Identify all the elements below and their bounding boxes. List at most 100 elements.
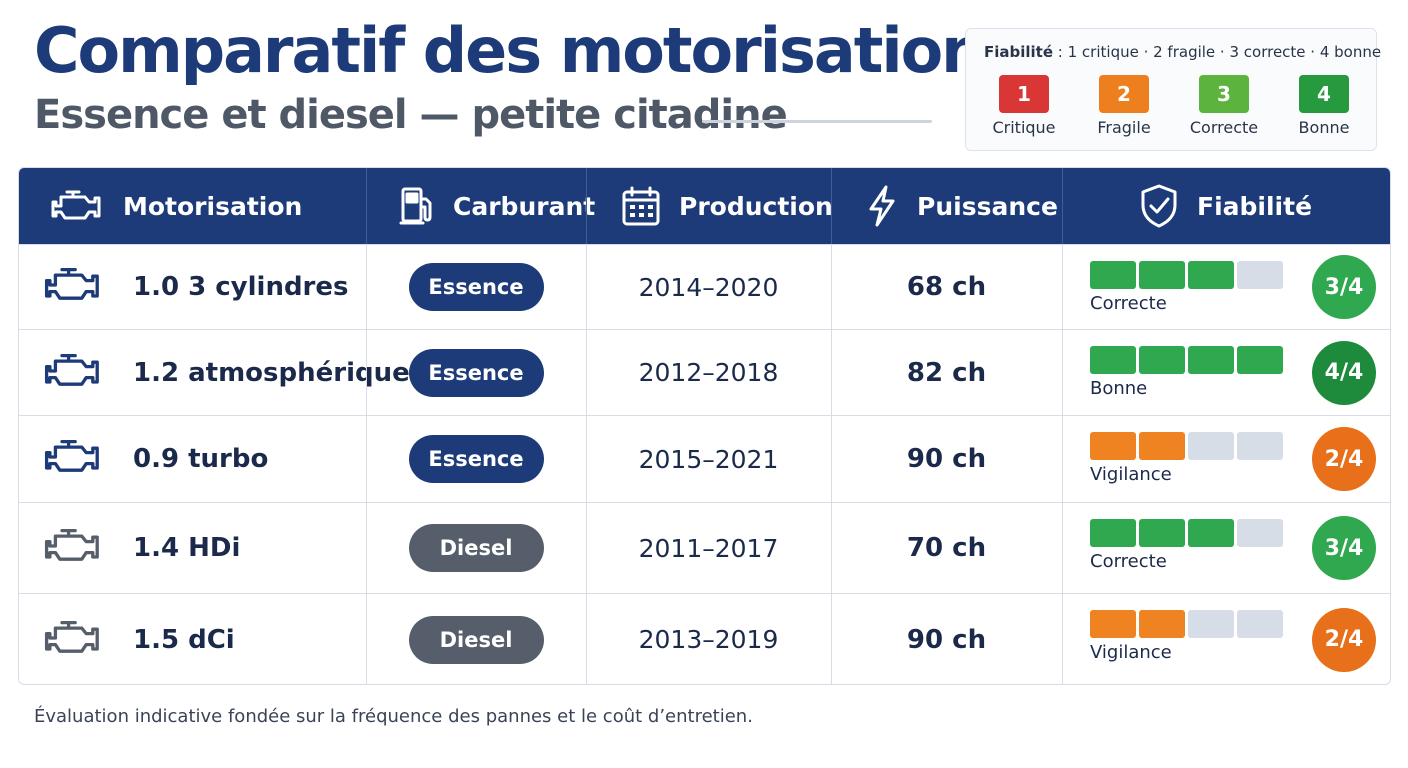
column-divider bbox=[1062, 244, 1063, 684]
reliability-bar-segment bbox=[1090, 519, 1136, 547]
table-header: Motorisation Carburant Production bbox=[19, 168, 1390, 244]
table-row: 1.0 3 cylindres Essence 2014–2020 68 ch Corr… bbox=[19, 244, 1390, 329]
header-engine-label: Motorisation bbox=[123, 191, 303, 221]
lightning-icon bbox=[869, 185, 895, 227]
production-cell: 2014–2020 bbox=[586, 245, 831, 329]
header-divider bbox=[831, 168, 832, 244]
legend-item: 1 Critique bbox=[976, 75, 1072, 137]
calendar-icon bbox=[622, 186, 660, 226]
engine-cell: 1.5 dCi bbox=[41, 594, 366, 684]
reliability-bar-segment bbox=[1188, 610, 1234, 638]
reliability-score-badge: 3/4 bbox=[1312, 255, 1376, 319]
engine-name: 1.5 dCi bbox=[133, 624, 235, 655]
power-value: 90 ch bbox=[906, 444, 987, 474]
header-reliability-label: Fiabilité bbox=[1197, 191, 1313, 221]
reliability-score-badge: 3/4 bbox=[1312, 516, 1376, 580]
power-value: 70 ch bbox=[906, 533, 987, 563]
engine-icon bbox=[41, 349, 105, 397]
column-divider bbox=[586, 244, 587, 684]
power-cell: 90 ch bbox=[831, 416, 1062, 502]
header-reliability: Fiabilité bbox=[1139, 168, 1379, 244]
reliability-cell: Correcte 3/4 bbox=[1062, 503, 1390, 593]
fuel-cell: Diesel bbox=[366, 594, 586, 684]
engine-name: 0.9 turbo bbox=[133, 444, 269, 474]
reliability-label: Vigilance bbox=[1090, 642, 1172, 663]
legend-title-bold: Fiabilité bbox=[984, 43, 1054, 61]
power-value: 68 ch bbox=[906, 272, 987, 302]
production-years: 2015–2021 bbox=[638, 444, 779, 474]
fuel-cell: Essence bbox=[366, 245, 586, 329]
engine-icon bbox=[41, 616, 105, 664]
power-value: 90 ch bbox=[906, 624, 987, 655]
power-cell: 90 ch bbox=[831, 594, 1062, 684]
reliability-bar-segment bbox=[1188, 519, 1234, 547]
reliability-bar bbox=[1090, 610, 1286, 638]
engine-cell: 1.0 3 cylindres bbox=[41, 245, 366, 329]
legend-title: Fiabilité : 1 critique · 2 fragile · 3 c… bbox=[984, 43, 1381, 61]
engine-icon bbox=[41, 263, 105, 311]
reliability-bar-segment bbox=[1139, 432, 1185, 460]
reliability-bar-segment bbox=[1139, 519, 1185, 547]
reliability-bar-segment bbox=[1188, 346, 1234, 374]
engine-icon bbox=[41, 435, 105, 483]
production-cell: 2012–2018 bbox=[586, 330, 831, 415]
engine-cell: 0.9 turbo bbox=[41, 416, 366, 502]
legend-label: Bonne bbox=[1298, 118, 1350, 137]
reliability-bar-segment bbox=[1237, 432, 1283, 460]
production-cell: 2015–2021 bbox=[586, 416, 831, 502]
fuel-badge: Essence bbox=[408, 263, 544, 311]
legend-label: Correcte bbox=[1189, 118, 1259, 137]
power-cell: 70 ch bbox=[831, 503, 1062, 593]
legend-chip: 2 bbox=[1099, 75, 1149, 113]
page-subtitle: Essence et diesel — petite citadine bbox=[34, 92, 788, 138]
engine-cell: 1.2 atmosphérique bbox=[41, 330, 410, 415]
fuel-cell: Essence bbox=[366, 416, 586, 502]
header-fuel: Carburant bbox=[399, 168, 599, 244]
footnote: Évaluation indicative fondée sur la fréq… bbox=[34, 706, 753, 727]
legend-item: 3 Correcte bbox=[1176, 75, 1272, 137]
reliability-label: Correcte bbox=[1090, 551, 1167, 572]
fuel-pump-icon bbox=[399, 187, 432, 225]
reliability-cell: Vigilance 2/4 bbox=[1062, 594, 1390, 684]
fuel-badge: Diesel bbox=[408, 615, 544, 664]
legend-chip: 1 bbox=[999, 75, 1049, 113]
reliability-bar bbox=[1090, 261, 1286, 289]
reliability-bar-segment bbox=[1090, 610, 1136, 638]
header-power: Puissance bbox=[865, 168, 1075, 244]
table-row: 0.9 turbo Essence 2015–2021 90 ch Vigilance 2… bbox=[19, 415, 1390, 502]
reliability-cell: Vigilance 2/4 bbox=[1062, 416, 1390, 502]
engine-name: 1.2 atmosphérique bbox=[133, 357, 410, 388]
column-divider bbox=[366, 244, 367, 684]
production-years: 2012–2018 bbox=[638, 358, 779, 387]
engine-name: 1.0 3 cylindres bbox=[133, 272, 349, 302]
legend-chip: 4 bbox=[1299, 75, 1349, 113]
production-years: 2013–2019 bbox=[638, 625, 779, 654]
reliability-bar-segment bbox=[1188, 261, 1234, 289]
reliability-bar bbox=[1090, 432, 1286, 460]
header-fuel-label: Carburant bbox=[453, 191, 596, 221]
reliability-bar-segment bbox=[1139, 610, 1185, 638]
legend-label: Critique bbox=[992, 118, 1056, 137]
reliability-score-badge: 4/4 bbox=[1312, 340, 1376, 405]
reliability-label: Vigilance bbox=[1090, 464, 1172, 485]
reliability-bar-segment bbox=[1090, 432, 1136, 460]
power-value: 82 ch bbox=[906, 357, 987, 388]
header-production: Production bbox=[621, 168, 841, 244]
reliability-legend: Fiabilité : 1 critique · 2 fragile · 3 c… bbox=[965, 28, 1381, 151]
reliability-cell: Correcte 3/4 bbox=[1062, 245, 1390, 329]
reliability-bar-segment bbox=[1139, 261, 1185, 289]
header-production-label: Production bbox=[679, 191, 833, 221]
reliability-cell: Bonne 4/4 bbox=[1062, 330, 1390, 415]
engine-icon bbox=[51, 190, 101, 220]
reliability-bar-segment bbox=[1237, 519, 1283, 547]
engine-name: 1.4 HDi bbox=[133, 533, 241, 563]
header-power-label: Puissance bbox=[917, 191, 1058, 221]
fuel-cell: Essence bbox=[366, 330, 586, 415]
engine-icon bbox=[41, 524, 105, 572]
reliability-label: Correcte bbox=[1090, 293, 1167, 314]
header-divider bbox=[586, 168, 587, 244]
reliability-bar-segment bbox=[1237, 610, 1283, 638]
legend-chip: 3 bbox=[1199, 75, 1249, 113]
power-cell: 68 ch bbox=[831, 245, 1062, 329]
engine-comparison-table: Motorisation Carburant Production bbox=[18, 167, 1391, 685]
